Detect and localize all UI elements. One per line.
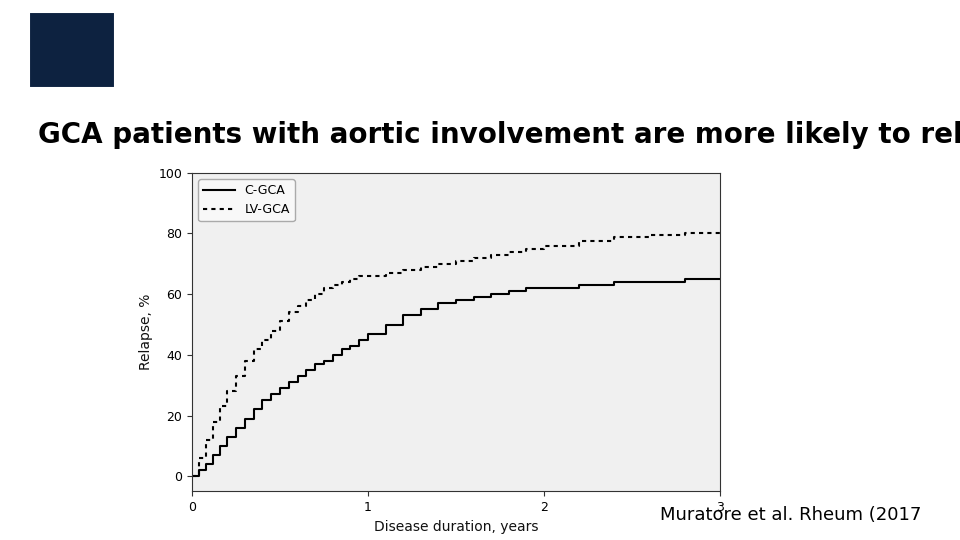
C-GCA xyxy=(644,279,656,285)
C-GCA xyxy=(397,312,409,319)
LV-GCA xyxy=(275,318,286,325)
C-GCA xyxy=(679,276,690,282)
LV-GCA xyxy=(450,258,462,264)
C-GCA xyxy=(292,373,303,379)
LV-GCA xyxy=(214,403,226,410)
LV-GCA xyxy=(345,276,356,282)
LV-GCA xyxy=(207,418,219,425)
LV-GCA xyxy=(486,252,497,258)
C-GCA xyxy=(275,385,286,392)
Text: GCA patients with aortic involvement are more likely to relapse: GCA patients with aortic involvement are… xyxy=(38,122,960,149)
C-GCA xyxy=(248,406,259,413)
C-GCA xyxy=(433,300,444,307)
LV-GCA xyxy=(336,279,348,285)
LV-GCA xyxy=(186,473,198,480)
Text: Muratore et al. Rheum (2017: Muratore et al. Rheum (2017 xyxy=(660,506,922,524)
C-GCA xyxy=(520,285,532,292)
C-GCA xyxy=(503,288,515,294)
LV-GCA xyxy=(300,297,312,303)
C-GCA xyxy=(609,279,620,285)
C-GCA xyxy=(362,330,373,337)
LV-GCA xyxy=(679,230,690,237)
LV-GCA xyxy=(644,232,656,238)
Legend: C-GCA, LV-GCA: C-GCA, LV-GCA xyxy=(199,179,295,221)
LV-GCA xyxy=(319,285,330,292)
C-GCA xyxy=(283,379,295,386)
C-GCA xyxy=(573,282,585,288)
C-GCA xyxy=(450,297,462,303)
X-axis label: Disease duration, years: Disease duration, years xyxy=(373,519,539,534)
C-GCA xyxy=(486,291,497,298)
LV-GCA xyxy=(201,436,212,443)
LV-GCA xyxy=(230,373,242,379)
LV-GCA xyxy=(714,230,726,237)
LV-GCA xyxy=(433,261,444,267)
C-GCA xyxy=(207,452,219,458)
C-GCA xyxy=(201,461,212,467)
LV-GCA xyxy=(397,267,409,273)
LV-GCA xyxy=(265,327,276,334)
C-GCA xyxy=(309,361,321,367)
C-GCA xyxy=(319,357,330,364)
C-GCA xyxy=(230,424,242,431)
LV-GCA xyxy=(283,309,295,315)
LV-GCA xyxy=(380,269,392,276)
LV-GCA xyxy=(292,303,303,309)
LV-GCA xyxy=(222,388,233,395)
LV-GCA xyxy=(415,264,426,270)
LV-GCA xyxy=(193,455,204,461)
Y-axis label: Relapse, %: Relapse, % xyxy=(139,294,153,370)
C-GCA xyxy=(380,321,392,328)
C-GCA xyxy=(239,415,251,422)
LV-GCA xyxy=(520,245,532,252)
LV-GCA xyxy=(503,248,515,255)
LV-GCA xyxy=(248,346,259,352)
C-GCA xyxy=(256,397,268,403)
C-GCA xyxy=(193,467,204,474)
LV-GCA xyxy=(468,254,479,261)
C-GCA xyxy=(186,473,198,480)
LV-GCA xyxy=(327,282,339,288)
C-GCA xyxy=(265,391,276,397)
LV-GCA xyxy=(609,233,620,240)
LV-GCA xyxy=(362,273,373,279)
C-GCA xyxy=(539,285,550,292)
Line: C-GCA: C-GCA xyxy=(192,279,720,476)
Line: LV-GCA: LV-GCA xyxy=(192,233,720,476)
C-GCA xyxy=(345,342,356,349)
C-GCA xyxy=(468,294,479,300)
LV-GCA xyxy=(539,242,550,249)
C-GCA xyxy=(336,346,348,352)
Text: of Glasgow: of Glasgow xyxy=(134,65,262,85)
C-GCA xyxy=(300,367,312,373)
C-GCA xyxy=(214,443,226,449)
LV-GCA xyxy=(309,291,321,298)
LV-GCA xyxy=(239,357,251,364)
LV-GCA xyxy=(353,273,365,279)
Text: University: University xyxy=(134,35,253,55)
FancyBboxPatch shape xyxy=(29,12,115,88)
C-GCA xyxy=(415,306,426,313)
LV-GCA xyxy=(573,238,585,244)
LV-GCA xyxy=(256,336,268,343)
C-GCA xyxy=(327,352,339,358)
C-GCA xyxy=(353,336,365,343)
C-GCA xyxy=(222,434,233,440)
C-GCA xyxy=(714,276,726,282)
